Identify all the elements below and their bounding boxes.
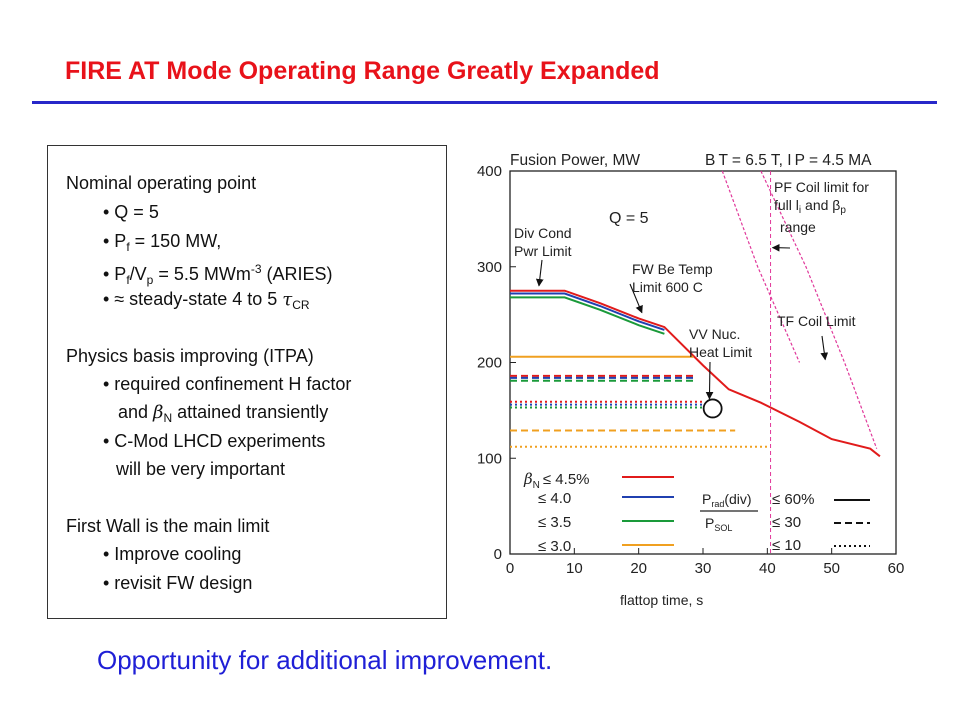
y-tick-label: 400 bbox=[477, 163, 502, 180]
x-tick-label: 10 bbox=[566, 560, 583, 577]
chart-conditions: B T = 6.5 T, I P = 4.5 MA bbox=[705, 152, 872, 169]
legend-prad-10: ≤ 10 bbox=[772, 537, 801, 554]
first-wall-heading: First Wall is the main limit bbox=[66, 516, 270, 536]
x-tick-label: 50 bbox=[823, 560, 840, 577]
legend-prad-denominator: PSOL bbox=[705, 515, 732, 533]
y-tick-label: 100 bbox=[477, 450, 502, 467]
physics-heading: Physics basis improving (ITPA) bbox=[66, 346, 314, 366]
bullet-beta-n: and βN attained transiently bbox=[118, 402, 329, 425]
footer-text: Opportunity for additional improvement. bbox=[97, 645, 553, 675]
x-tick-label: 60 bbox=[888, 560, 905, 577]
text-box: Nominal operating point • Q = 5 • Pf = 1… bbox=[47, 145, 447, 619]
x-tick-label: 20 bbox=[630, 560, 647, 577]
vv-nuc-arrow bbox=[705, 361, 714, 400]
pf-coil-limit-curve bbox=[721, 170, 801, 363]
series-line-beta-45-prad-60 bbox=[510, 289, 881, 458]
x-tick-label: 0 bbox=[506, 560, 514, 577]
annotation-vv-nuc-2: Heat Limit bbox=[689, 344, 752, 360]
bullet-h-factor: • required confinement H factor bbox=[103, 374, 352, 394]
y-tick-label: 300 bbox=[477, 259, 502, 276]
nominal-heading: Nominal operating point bbox=[66, 173, 257, 193]
series-line-beta-40-prad-60 bbox=[510, 292, 665, 331]
annotation-div-cond-1: Div Cond bbox=[514, 225, 572, 241]
annotation-div-cond-2: Pwr Limit bbox=[514, 243, 572, 259]
legend-beta-40: ≤ 4.0 bbox=[538, 490, 571, 507]
fw-be-arrow bbox=[629, 283, 643, 314]
y-tick-label: 0 bbox=[494, 546, 502, 563]
chart-title: Fusion Power, MW bbox=[510, 152, 640, 169]
legend-prad-numerator: Prad(div) bbox=[702, 491, 752, 509]
legend-prad-30: ≤ 30 bbox=[772, 514, 801, 531]
x-axis-label: flattop time, s bbox=[620, 592, 703, 608]
operating-point-circle bbox=[702, 398, 723, 419]
bullet-cmod-continued: will be very important bbox=[116, 459, 286, 479]
bullet-revisit: • revisit FW design bbox=[103, 573, 253, 593]
legend-beta-label: βN ≤ 4.5% bbox=[523, 470, 590, 491]
tf-coil-limit-curve bbox=[760, 170, 878, 449]
annotation-pf-coil-1: PF Coil limit for bbox=[774, 179, 869, 195]
bullet-q: • Q = 5 bbox=[103, 202, 159, 222]
annotation-q5: Q = 5 bbox=[609, 210, 649, 227]
slide-title: FIRE AT Mode Operating Range Greatly Exp… bbox=[65, 57, 660, 85]
div-cond-arrow bbox=[535, 259, 544, 287]
y-tick-label: 200 bbox=[477, 355, 502, 372]
title-rule bbox=[32, 101, 937, 104]
tf-coil-arrow bbox=[820, 335, 829, 361]
annotation-vv-nuc-1: VV Nuc. bbox=[689, 326, 740, 342]
bullet-pf-vp: • Pf/Vp = 5.5 MWm-3 (ARIES) bbox=[103, 262, 333, 287]
bullet-pf: • Pf = 150 MW, bbox=[103, 231, 222, 254]
annotation-pf-coil-2: full li and βp bbox=[774, 197, 846, 216]
annotation-fw-be-1: FW Be Temp bbox=[632, 261, 713, 277]
annotation-tf-coil: TF Coil Limit bbox=[777, 313, 856, 329]
bullet-cooling: • Improve cooling bbox=[103, 544, 242, 564]
annotation-pf-coil-3: range bbox=[780, 219, 816, 235]
series-line-beta-35-prad-60 bbox=[510, 296, 665, 335]
legend-beta-35: ≤ 3.5 bbox=[538, 514, 571, 531]
legend-beta-30: ≤ 3.0 bbox=[538, 538, 571, 555]
bullet-cmod: • C-Mod LHCD experiments bbox=[103, 431, 326, 451]
bullet-steady-state: • ≈ steady-state 4 to 5 τCR bbox=[103, 289, 310, 312]
x-tick-label: 30 bbox=[695, 560, 712, 577]
x-tick-label: 40 bbox=[759, 560, 776, 577]
fusion-power-chart: 0 10 20 30 40 50 60 0 100 200 300 400 Fusion Power,… bbox=[477, 152, 905, 608]
annotation-fw-be-2: Limit 600 C bbox=[632, 279, 703, 295]
legend-prad-60: ≤ 60% bbox=[772, 491, 814, 508]
